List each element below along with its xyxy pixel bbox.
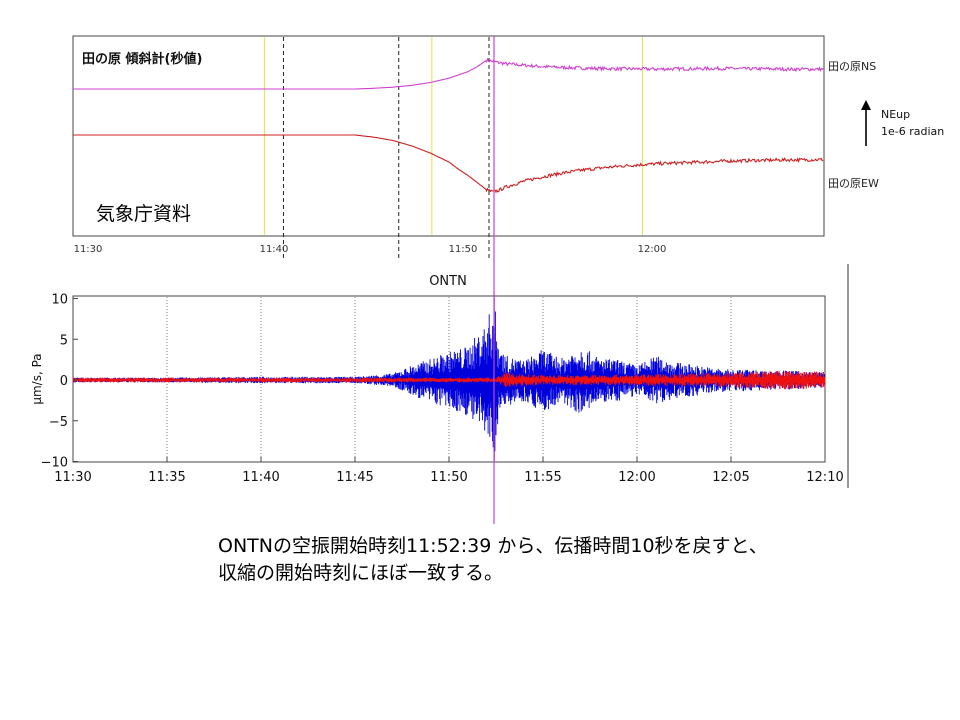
ontn-x-ticks: 11:30 11:35 11:40 11:45 11:50 11:55 12:00 12:05… [54,457,844,485]
ontn-x-tick-label: 12:10 [806,470,843,485]
caption-line-1: ONTNの空振開始時刻11:52:39 から、伝播時間10秒を戻すと、 [218,535,768,557]
tilt-series-ns [73,57,824,90]
tilt-x-ticks: 11:30 11:40 11:50 12:00 [74,244,667,255]
scale-label-direction: NEup [881,108,910,121]
caption: ONTNの空振開始時刻11:52:39 から、伝播時間10秒を戻すと、 収縮の開… [218,533,768,587]
ontn-x-tick-label: 11:50 [430,470,467,485]
tilt-plot-frame [72,35,825,237]
tilt-grid [263,37,643,258]
tilt-chart: 田の原 傾斜計(秒値) 気象庁資料 11:30 11:40 11:50 12:00 田… [72,35,944,258]
tilt-x-tick-label: 11:50 [449,244,478,255]
ontn-y-ticks: 10 5 0 −5 −10 [41,293,78,471]
ontn-x-tick-label: 11:30 [54,470,91,485]
tilt-series [73,57,824,194]
ontn-chart: ONTN 10 5 0 −5 −10 11:30 11:35 11:40 11:45 11:50… [30,264,849,488]
ontn-y-tick-label: −5 [49,415,68,430]
ontn-y-tick-label: 0 [60,374,68,389]
ontn-y-tick-label: 5 [60,333,68,348]
legend-ew-label: 田の原EW [828,177,879,190]
scale-label-unit: 1e-6 radian [881,125,944,138]
ontn-x-tick-label: 11:35 [148,470,185,485]
legend-ns-label: 田の原NS [828,60,876,73]
tilt-chart-title: 田の原 傾斜計(秒値) [82,51,202,67]
ontn-chart-title: ONTN [429,274,467,289]
up-arrow-icon [861,100,871,146]
ontn-x-tick-label: 12:00 [618,470,655,485]
ontn-x-tick-label: 11:55 [524,470,561,485]
tilt-x-tick-label: 11:30 [74,244,103,255]
tilt-x-tick-label: 12:00 [638,244,667,255]
tilt-series-ew [73,134,824,194]
ontn-y-tick-label: 10 [51,293,68,308]
ontn-x-tick-label: 11:45 [336,470,373,485]
tilt-x-tick-label: 11:40 [260,244,289,255]
ontn-y-tick-label: −10 [41,456,68,471]
ontn-y-axis-label: µm/s, Pa [30,353,44,404]
ontn-x-tick-label: 11:40 [242,470,279,485]
caption-line-2: 収縮の開始時刻にほぼ一致する。 [218,562,504,584]
jma-source-label: 気象庁資料 [96,203,191,225]
ontn-x-tick-label: 12:05 [712,470,749,485]
